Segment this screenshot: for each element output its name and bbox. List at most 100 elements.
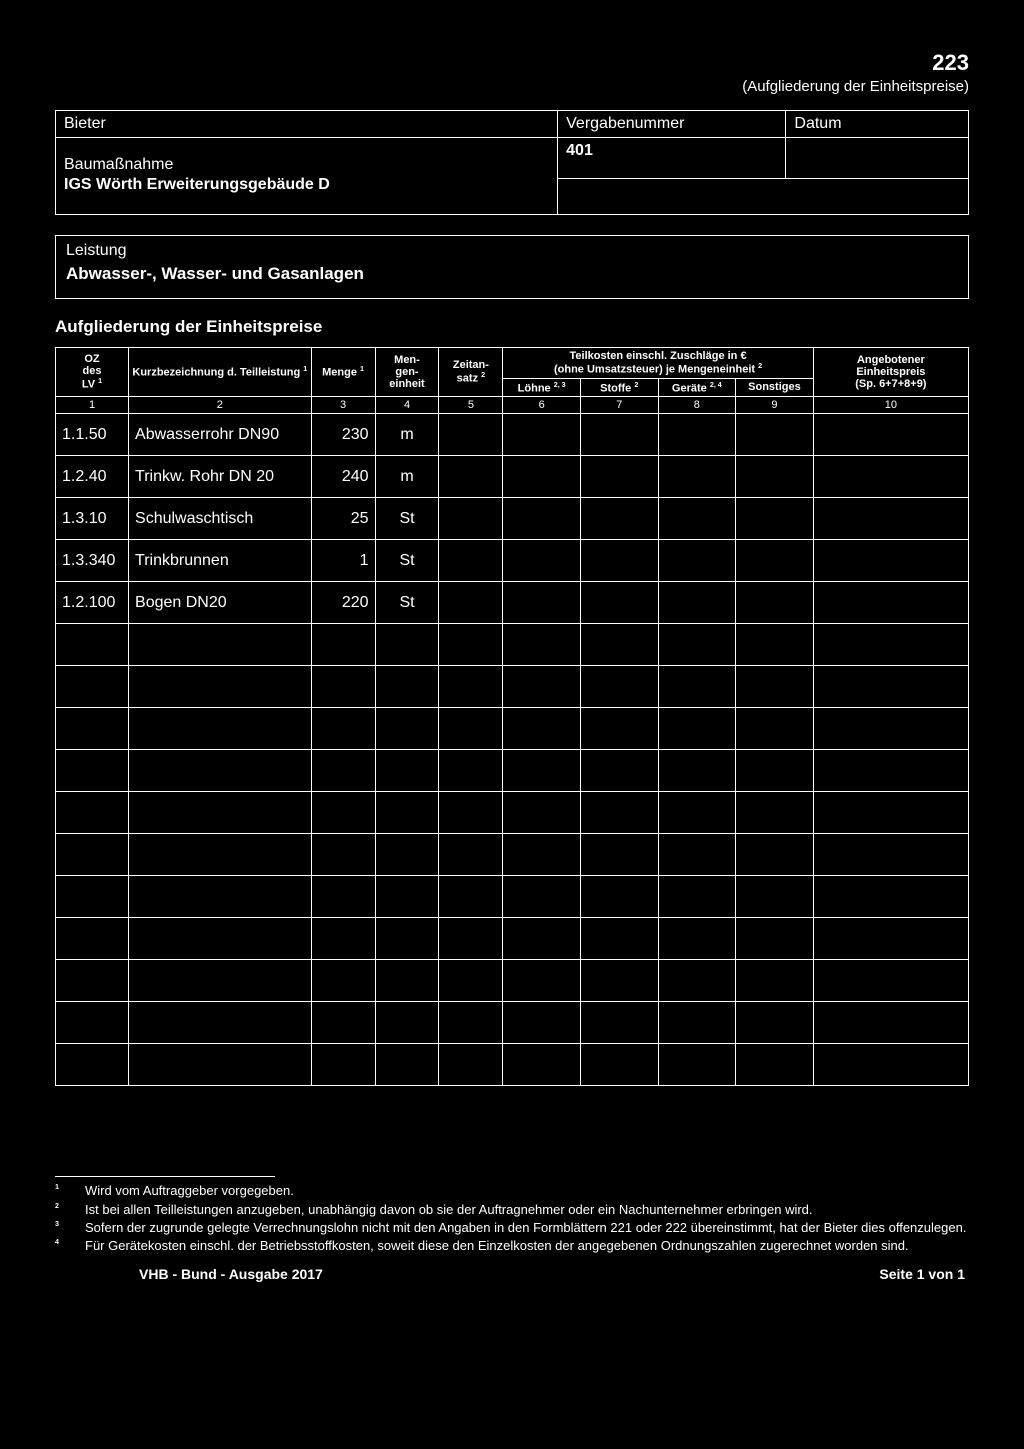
cell-stoffe <box>580 540 658 582</box>
cell-geraete <box>658 498 736 540</box>
cell-stoffe <box>580 792 658 834</box>
cell-oz <box>56 666 129 708</box>
cell-zeitansatz <box>439 498 503 540</box>
table-row: 1.3.340Trinkbrunnen1St <box>56 540 969 582</box>
leistung-block: Leistung Abwasser-, Wasser- und Gasanlag… <box>55 235 969 299</box>
cell-oz <box>56 834 129 876</box>
cell-desc <box>129 876 312 918</box>
cell-unit: St <box>375 498 439 540</box>
cell-zeitansatz <box>439 1044 503 1086</box>
cell-zeitansatz <box>439 414 503 456</box>
page: 223 (Aufgliederung der Einheitspreise) B… <box>0 0 1024 1312</box>
cell-qty <box>311 624 375 666</box>
cell-unit <box>375 792 439 834</box>
cell-unit <box>375 708 439 750</box>
cell-sonstiges <box>736 1002 814 1044</box>
cell-geraete <box>658 414 736 456</box>
cell-sonstiges <box>736 834 814 876</box>
table-row: 1.1.50Abwasserrohr DN90230m <box>56 414 969 456</box>
cell-zeitansatz <box>439 1002 503 1044</box>
table-row <box>56 624 969 666</box>
cell-angebot <box>813 540 968 582</box>
cell-loehne <box>503 750 581 792</box>
cell-unit: St <box>375 582 439 624</box>
cell-zeitansatz <box>439 666 503 708</box>
cell-angebot <box>813 666 968 708</box>
header-table: Bieter Vergabenummer Datum Baumaßnahme I… <box>55 110 969 215</box>
cell-zeitansatz <box>439 918 503 960</box>
cell-desc <box>129 750 312 792</box>
table-row <box>56 666 969 708</box>
table-row <box>56 1002 969 1044</box>
footer: VHB - Bund - Ausgabe 2017 Seite 1 von 1 <box>55 1266 969 1282</box>
form-number: 223 <box>55 50 969 76</box>
cell-loehne <box>503 834 581 876</box>
cell-qty <box>311 792 375 834</box>
cell-oz: 1.3.340 <box>56 540 129 582</box>
cell-oz <box>56 876 129 918</box>
cell-qty <box>311 750 375 792</box>
cell-loehne <box>503 960 581 1002</box>
cell-oz <box>56 918 129 960</box>
cell-desc <box>129 834 312 876</box>
cell-unit <box>375 1044 439 1086</box>
cell-sonstiges <box>736 876 814 918</box>
cell-stoffe <box>580 414 658 456</box>
cell-loehne <box>503 876 581 918</box>
vergabenummer-label: Vergabenummer <box>558 111 786 138</box>
col-oz: OZ des LV 1 <box>56 348 129 397</box>
cell-unit: m <box>375 414 439 456</box>
cell-angebot <box>813 960 968 1002</box>
cell-qty <box>311 1002 375 1044</box>
cell-qty <box>311 708 375 750</box>
baumassnahme-label: Baumaßnahme <box>64 156 549 174</box>
cell-angebot <box>813 1002 968 1044</box>
cell-loehne <box>503 708 581 750</box>
cell-geraete <box>658 960 736 1002</box>
cell-angebot <box>813 624 968 666</box>
col-menge: Menge 1 <box>311 348 375 397</box>
cell-unit <box>375 666 439 708</box>
cell-unit <box>375 876 439 918</box>
cell-angebot <box>813 918 968 960</box>
cell-unit <box>375 1002 439 1044</box>
table-row: 1.3.10Schulwaschtisch25St <box>56 498 969 540</box>
cell-desc <box>129 666 312 708</box>
cell-angebot <box>813 834 968 876</box>
cell-oz: 1.3.10 <box>56 498 129 540</box>
baumassnahme-value: IGS Wörth Erweiterungsgebäude D <box>64 176 549 194</box>
datum-label: Datum <box>786 111 969 138</box>
cell-stoffe <box>580 666 658 708</box>
cell-desc <box>129 708 312 750</box>
footer-left: VHB - Bund - Ausgabe 2017 <box>59 1266 323 1282</box>
col-loehne: Löhne 2, 3 <box>503 378 581 397</box>
col-mengeneinheit: Men- gen- einheit <box>375 348 439 397</box>
cell-sonstiges <box>736 918 814 960</box>
table-row <box>56 792 969 834</box>
cell-oz: 1.2.100 <box>56 582 129 624</box>
table-row: 1.2.100Bogen DN20220St <box>56 582 969 624</box>
cell-zeitansatz <box>439 834 503 876</box>
datum-value <box>786 138 969 179</box>
cell-angebot <box>813 456 968 498</box>
cell-qty: 240 <box>311 456 375 498</box>
section-title: Aufgliederung der Einheitspreise <box>55 317 969 337</box>
cell-unit <box>375 624 439 666</box>
cell-zeitansatz <box>439 960 503 1002</box>
cell-sonstiges <box>736 498 814 540</box>
cell-sonstiges <box>736 750 814 792</box>
cell-desc <box>129 960 312 1002</box>
cell-zeitansatz <box>439 708 503 750</box>
cell-desc: Bogen DN20 <box>129 582 312 624</box>
col-kurz: Kurzbezeichnung d. Teilleistung 1 <box>129 348 312 397</box>
cell-stoffe <box>580 498 658 540</box>
table-row <box>56 876 969 918</box>
table-row: 1.2.40Trinkw. Rohr DN 20240m <box>56 456 969 498</box>
col-angebot: Angebotener Einheitspreis (Sp. 6+7+8+9) <box>813 348 968 397</box>
cell-stoffe <box>580 1002 658 1044</box>
col-stoffe: Stoffe 2 <box>580 378 658 397</box>
cell-angebot <box>813 414 968 456</box>
table-row <box>56 834 969 876</box>
cell-desc <box>129 792 312 834</box>
cell-sonstiges <box>736 624 814 666</box>
